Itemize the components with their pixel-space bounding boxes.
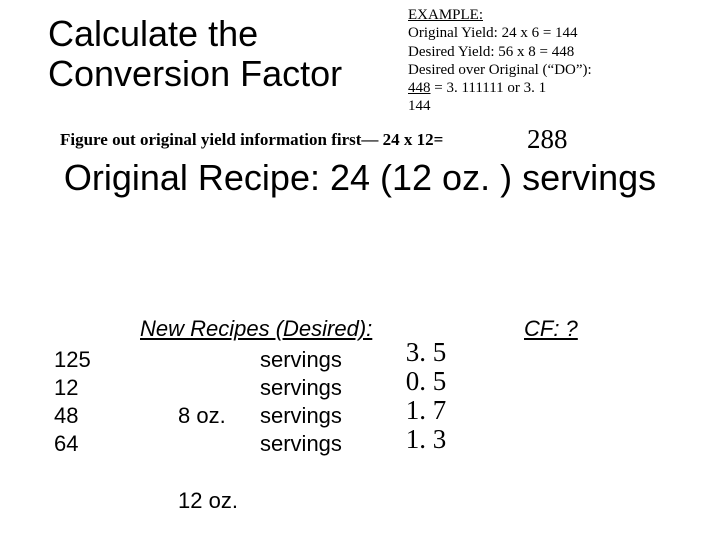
example-line-desired: Desired Yield: 56 x 8 = 448 bbox=[408, 43, 658, 61]
qty-row: 125 bbox=[54, 346, 91, 374]
original-recipe: Original Recipe: 24 (12 oz. ) servings bbox=[60, 158, 660, 198]
yield-instruction: Figure out original yield information fi… bbox=[60, 130, 443, 150]
example-fraction-numerator: 448 bbox=[408, 80, 431, 96]
serv-row: servings bbox=[260, 346, 342, 374]
example-box: EXAMPLE: Original Yield: 24 x 6 = 144 De… bbox=[408, 6, 658, 116]
quantity-column: 125 12 48 64 bbox=[54, 346, 91, 459]
size-row: 12 oz. bbox=[178, 487, 244, 515]
cf-row: 0. 5 bbox=[396, 367, 456, 396]
cf-heading: CF: ? bbox=[524, 316, 578, 342]
cf-column: 3. 5 0. 5 1. 7 1. 3 bbox=[396, 338, 456, 454]
new-recipes-heading: New Recipes (Desired): bbox=[140, 316, 372, 342]
qty-row: 48 bbox=[54, 402, 91, 430]
cf-row: 1. 3 bbox=[396, 425, 456, 454]
example-line-original: Original Yield: 24 x 6 = 144 bbox=[408, 24, 658, 42]
slide-title: Calculate the Conversion Factor bbox=[48, 14, 418, 93]
serv-row: servings bbox=[260, 430, 342, 458]
size-row: 8 oz. bbox=[178, 402, 244, 430]
example-line-do: Desired over Original (“DO”): bbox=[408, 61, 658, 79]
yield-value: 288 bbox=[527, 124, 568, 155]
cf-row: 1. 7 bbox=[396, 396, 456, 425]
example-fraction-result: = 3. 111111 or 3. 1 bbox=[431, 80, 547, 96]
cf-row: 3. 5 bbox=[396, 338, 456, 367]
serv-row: servings bbox=[260, 402, 342, 430]
servings-column: servings servings servings servings bbox=[260, 346, 342, 459]
qty-row: 64 bbox=[54, 430, 91, 458]
qty-row: 12 bbox=[54, 374, 91, 402]
serv-row: servings bbox=[260, 374, 342, 402]
example-fraction-row: 448 = 3. 111111 or 3. 1 bbox=[408, 79, 658, 97]
example-fraction-denominator: 144 bbox=[408, 97, 658, 115]
size-column: 8 oz. 12 oz. 10 oz. 6 oz. bbox=[178, 346, 244, 540]
example-heading: EXAMPLE: bbox=[408, 7, 483, 23]
